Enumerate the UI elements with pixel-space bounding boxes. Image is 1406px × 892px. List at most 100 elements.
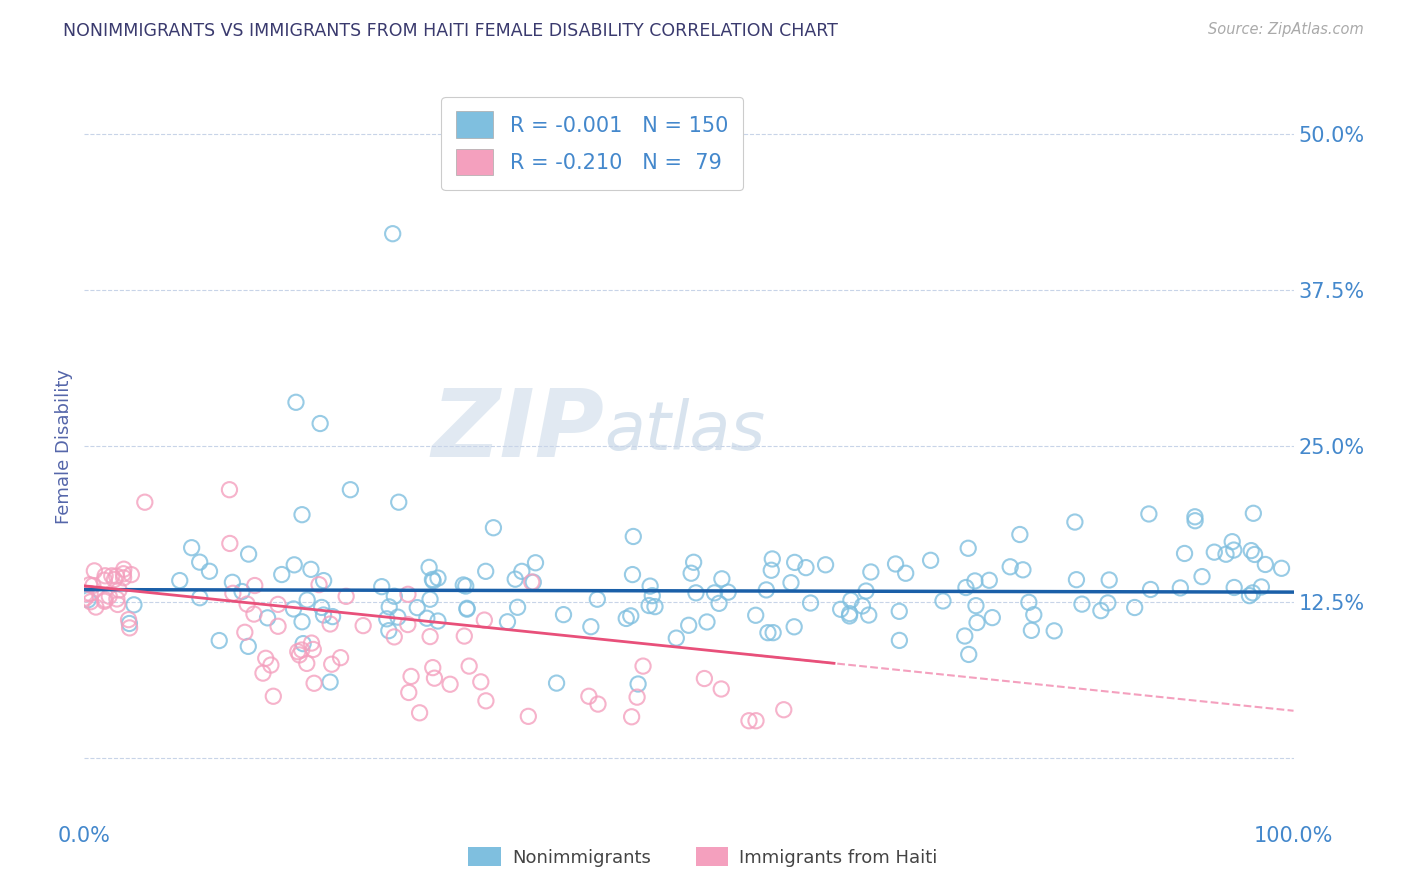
Point xyxy=(108,582,131,597)
Point xyxy=(381,227,404,241)
Point xyxy=(238,547,260,561)
Point xyxy=(1254,558,1277,572)
Point xyxy=(506,600,529,615)
Point xyxy=(472,613,495,627)
Point xyxy=(1018,595,1040,609)
Point xyxy=(772,703,794,717)
Point xyxy=(188,555,211,569)
Point xyxy=(979,574,1001,588)
Point xyxy=(82,578,104,592)
Point xyxy=(375,612,398,626)
Point xyxy=(1071,597,1094,611)
Point xyxy=(105,569,128,583)
Point xyxy=(308,577,330,591)
Point xyxy=(292,637,315,651)
Point xyxy=(626,690,648,705)
Point xyxy=(311,600,333,615)
Point xyxy=(396,587,419,601)
Point xyxy=(79,586,101,600)
Point xyxy=(932,594,955,608)
Y-axis label: Female Disability: Female Disability xyxy=(55,368,73,524)
Point xyxy=(745,714,768,728)
Point xyxy=(755,582,778,597)
Point xyxy=(423,671,446,685)
Point xyxy=(112,571,135,585)
Point xyxy=(475,694,498,708)
Point xyxy=(520,575,543,590)
Point xyxy=(1184,514,1206,528)
Point xyxy=(1043,624,1066,638)
Point xyxy=(761,563,783,577)
Point xyxy=(283,558,305,572)
Point xyxy=(299,562,322,576)
Point xyxy=(79,578,101,592)
Point xyxy=(295,593,318,607)
Point xyxy=(270,567,292,582)
Point xyxy=(112,566,135,581)
Point xyxy=(1239,589,1261,603)
Point xyxy=(627,677,650,691)
Point xyxy=(1139,582,1161,597)
Point xyxy=(1184,509,1206,524)
Point xyxy=(1173,546,1195,560)
Point xyxy=(117,613,139,627)
Point xyxy=(422,660,444,674)
Point xyxy=(122,598,145,612)
Point xyxy=(352,618,374,632)
Point xyxy=(761,552,783,566)
Point xyxy=(454,579,477,593)
Point xyxy=(93,573,115,587)
Point xyxy=(254,651,277,665)
Point xyxy=(1241,506,1264,520)
Point xyxy=(221,575,243,590)
Point xyxy=(638,599,661,613)
Point xyxy=(838,609,860,624)
Point xyxy=(638,579,661,593)
Point xyxy=(321,657,343,672)
Point xyxy=(427,571,450,585)
Point xyxy=(799,596,821,610)
Point xyxy=(966,615,988,630)
Point xyxy=(1137,507,1160,521)
Point xyxy=(398,685,420,699)
Point xyxy=(1223,543,1246,558)
Point xyxy=(678,618,700,632)
Point xyxy=(456,601,478,615)
Point xyxy=(889,604,911,618)
Point xyxy=(894,566,917,581)
Point xyxy=(439,677,461,691)
Point xyxy=(371,580,394,594)
Point xyxy=(288,648,311,662)
Point xyxy=(685,586,707,600)
Point xyxy=(180,541,202,555)
Point xyxy=(884,557,907,571)
Point xyxy=(456,602,478,616)
Point xyxy=(291,643,314,657)
Point xyxy=(794,560,817,574)
Point xyxy=(578,690,600,704)
Point xyxy=(83,564,105,578)
Point xyxy=(1098,573,1121,587)
Point xyxy=(681,566,703,581)
Point xyxy=(496,615,519,629)
Point xyxy=(957,648,980,662)
Point xyxy=(1022,607,1045,622)
Point xyxy=(101,569,124,583)
Point xyxy=(256,611,278,625)
Point xyxy=(965,599,987,613)
Point xyxy=(859,565,882,579)
Point xyxy=(231,584,253,599)
Point xyxy=(103,573,125,587)
Point xyxy=(120,567,142,582)
Point xyxy=(218,536,240,550)
Point xyxy=(302,642,325,657)
Point xyxy=(614,611,637,625)
Text: Source: ZipAtlas.com: Source: ZipAtlas.com xyxy=(1208,22,1364,37)
Point xyxy=(682,555,704,569)
Point xyxy=(260,658,283,673)
Point xyxy=(98,589,121,603)
Point xyxy=(426,614,449,628)
Point xyxy=(312,607,335,622)
Point xyxy=(94,592,117,607)
Point xyxy=(418,560,440,574)
